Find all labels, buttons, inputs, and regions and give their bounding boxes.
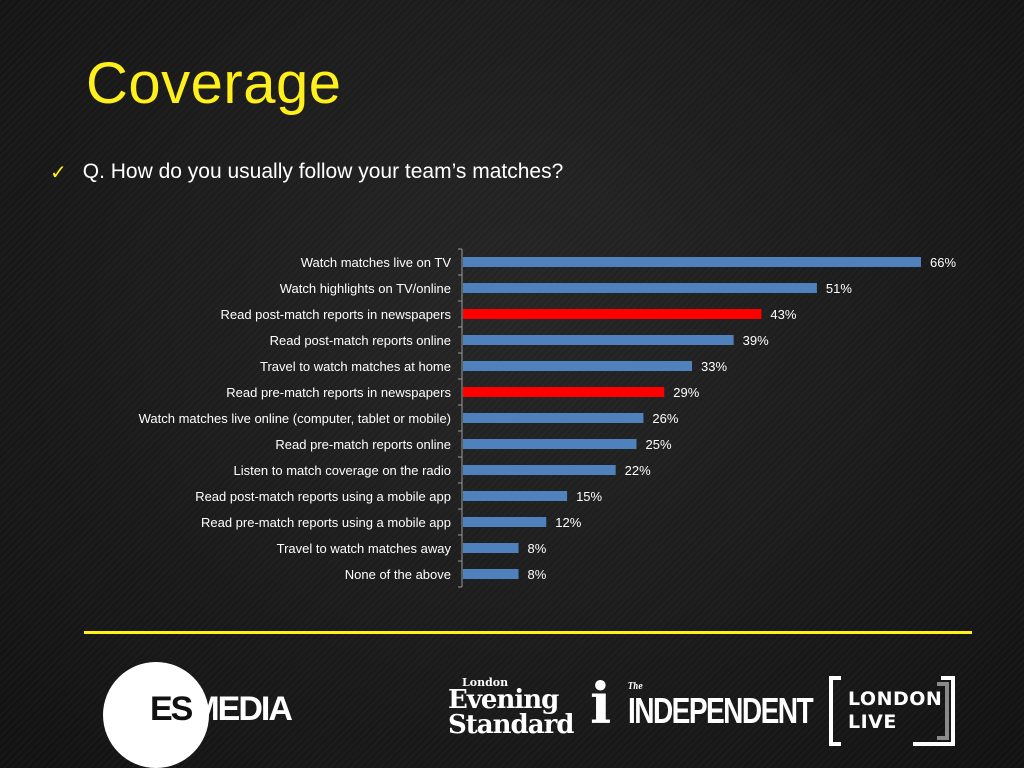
bar (463, 439, 637, 449)
question-text: Q. How do you usually follow your team’s… (82, 160, 564, 183)
category-label: Read post-match reports in newspapers (220, 307, 451, 322)
evening-standard-logo: London Evening Standard (448, 676, 574, 741)
standard-logo-line3: Standard (448, 710, 574, 741)
question-line: ✓ Q. How do you usually follow your team… (50, 160, 563, 184)
category-label: Travel to watch matches at home (260, 359, 451, 374)
bar-chart: Watch matches live on TV 66% Watch highlig… (139, 248, 956, 588)
category-label: Watch matches live on TV (301, 255, 452, 270)
value-label: 12% (555, 515, 581, 530)
esmedia-logo-es: ES (150, 690, 193, 728)
bar (463, 257, 921, 267)
category-label: None of the above (345, 567, 451, 582)
divider-rule (84, 631, 972, 634)
london-live-logo: LONDON LIVE (848, 688, 942, 734)
value-label: 15% (576, 489, 602, 504)
independent-logo-name: INDEPENDENT (628, 690, 814, 731)
bar (463, 283, 817, 293)
value-label: 25% (645, 437, 671, 452)
category-label: Watch matches live online (computer, tab… (139, 411, 451, 426)
bar (463, 387, 665, 397)
category-label: Listen to match coverage on the radio (233, 463, 451, 478)
esmedia-logo-circle (103, 662, 209, 768)
value-label: 33% (701, 359, 727, 374)
esmedia-logo-media: MEDIA (191, 690, 293, 728)
value-label: 39% (743, 333, 769, 348)
value-label: 43% (770, 307, 796, 322)
london-live-logo-frame (829, 676, 955, 746)
i-logo: i (590, 671, 612, 737)
independent-logo-the: The (628, 682, 643, 692)
value-label: 8% (528, 541, 547, 556)
category-label: Read post-match reports online (270, 333, 451, 348)
independent-logo: The INDEPENDENT (628, 682, 814, 732)
value-label: 51% (826, 281, 852, 296)
bar (463, 491, 568, 501)
esmedia-logo: ESMEDIA (150, 690, 293, 729)
london-live-line1: LONDON (848, 688, 943, 710)
category-label: Read pre-match reports online (275, 437, 451, 452)
london-live-line2: LIVE (848, 710, 897, 733)
bar (463, 543, 519, 553)
checkmark-icon: ✓ (50, 160, 67, 184)
bar (463, 413, 644, 423)
category-label: Watch highlights on TV/online (280, 281, 451, 296)
category-label: Read pre-match reports in newspapers (226, 385, 451, 400)
value-label: 26% (652, 411, 678, 426)
value-label: 8% (528, 567, 547, 582)
value-label: 66% (930, 255, 956, 270)
slide-title: Coverage (86, 51, 342, 116)
category-label: Read pre-match reports using a mobile ap… (201, 515, 451, 530)
bar (463, 335, 734, 345)
value-label: 22% (625, 463, 651, 478)
value-label: 29% (673, 385, 699, 400)
standard-logo-line1: London (462, 676, 509, 689)
category-label: Travel to watch matches away (277, 541, 452, 556)
bar (463, 569, 519, 579)
bar (463, 361, 692, 371)
category-label: Read post-match reports using a mobile a… (195, 489, 451, 504)
bar (463, 465, 616, 475)
standard-logo-line2: Evening (448, 685, 559, 716)
bar (463, 517, 547, 527)
bar (463, 309, 762, 319)
